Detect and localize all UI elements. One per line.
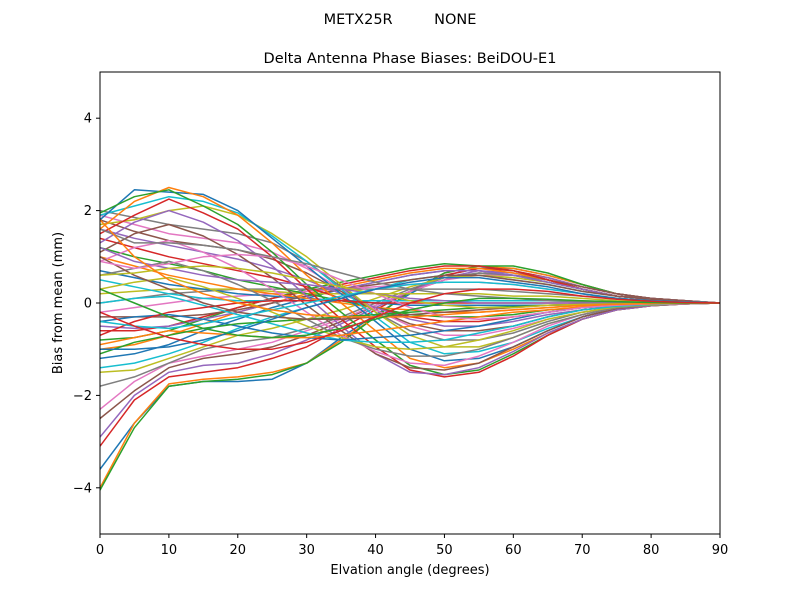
series-line [100,260,720,357]
series-line [100,253,720,320]
series-line [100,288,720,339]
x-tick-label: 70 [574,543,591,558]
chart-suptitle: METX25R NONE [324,12,477,28]
x-tick-label: 30 [298,543,315,558]
y-tick-label: 4 [84,112,92,127]
series-line [100,288,720,350]
x-tick-label: 90 [712,543,729,558]
x-tick-label: 0 [96,543,104,558]
y-axis-label: Bias from mean (mm) [51,232,66,374]
x-axis-label: Elvation angle (degrees) [330,563,489,578]
series-line [100,209,720,376]
y-tick-label: −2 [73,389,92,404]
series-line [100,219,720,318]
series-line [100,295,720,344]
x-tick-label: 60 [505,543,522,558]
series-line [100,246,720,304]
x-tick-label: 80 [643,543,660,558]
y-axis: −4 −2 0 2 4 [73,112,100,496]
chart-title: Delta Antenna Phase Biases: BeiDOU-E1 [264,51,557,67]
x-tick-label: 50 [436,543,453,558]
x-tick-label: 20 [230,543,247,558]
series-line [100,223,720,371]
x-tick-label: 40 [367,543,384,558]
series-layer [100,186,720,491]
y-tick-label: 0 [84,297,92,312]
series-line [100,276,720,350]
y-tick-label: −4 [73,481,92,496]
y-tick-label: 2 [84,204,92,219]
series-line [100,274,720,318]
x-tick-label: 10 [161,543,178,558]
series-line [100,186,720,369]
x-axis: 0 10 20 30 40 50 60 70 80 90 [96,534,728,558]
